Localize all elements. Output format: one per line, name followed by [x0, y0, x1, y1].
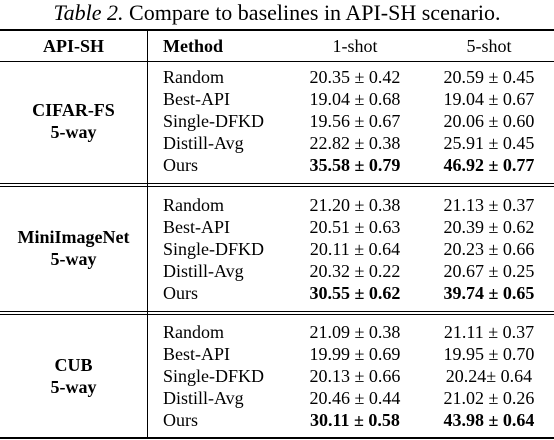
group-name: MiniImageNet [17, 227, 130, 247]
five-shot-cell: 20.67 ± 0.25 [443, 261, 535, 281]
method-cell: Distill-Avg [163, 133, 244, 153]
table-row: Random 21.09 ± 0.38 21.11 ± 0.37 [0, 321, 554, 343]
group-divider [0, 311, 554, 312]
table-row: Distill-Avg 20.46 ± 0.44 21.02 ± 0.26 [0, 387, 554, 409]
one-shot-cell: 21.20 ± 0.38 [309, 195, 401, 215]
table-row: Best-API 19.04 ± 0.68 19.04 ± 0.67 [0, 88, 554, 110]
one-shot-cell: 20.35 ± 0.42 [309, 67, 401, 87]
method-cell: Ours [163, 410, 198, 430]
group-cub-label: CUB 5-way [0, 354, 147, 398]
table-row: Distill-Avg 22.82 ± 0.38 25.91 ± 0.45 [0, 132, 554, 154]
group-ways: 5-way [50, 122, 97, 142]
method-cell: Distill-Avg [163, 388, 244, 408]
five-shot-cell: 21.02 ± 0.26 [443, 388, 535, 408]
one-shot-cell: 20.46 ± 0.44 [309, 388, 401, 408]
method-cell: Random [163, 67, 224, 87]
method-cell: Best-API [163, 217, 230, 237]
method-cell: Distill-Avg [163, 261, 244, 281]
five-shot-cell: 19.04 ± 0.67 [443, 89, 535, 109]
caption-label: Table 2. [53, 0, 124, 25]
one-shot-cell: 21.09 ± 0.38 [309, 322, 401, 342]
method-cell: Random [163, 322, 224, 342]
one-shot-cell: 20.13 ± 0.66 [309, 366, 401, 386]
method-cell: Ours [163, 283, 198, 303]
five-shot-cell: 19.95 ± 0.70 [443, 344, 535, 364]
one-shot-cell: 19.04 ± 0.68 [309, 89, 401, 109]
table-row: Single-DFKD 20.13 ± 0.66 20.24± 0.64 [0, 365, 554, 387]
column-separator [147, 30, 148, 439]
one-shot-cell: 30.11 ± 0.58 [310, 410, 400, 430]
method-cell: Best-API [163, 89, 230, 109]
group-miniimagenet-label: MiniImageNet 5-way [0, 226, 147, 270]
one-shot-cell: 35.58 ± 0.79 [309, 155, 401, 175]
method-cell: Single-DFKD [163, 366, 265, 386]
table-caption: Table 2. Compare to baselines in API-SH … [0, 0, 554, 30]
table-row: Single-DFKD 20.11 ± 0.64 20.23 ± 0.66 [0, 238, 554, 260]
method-cell: Ours [163, 155, 198, 175]
one-shot-cell: 20.32 ± 0.22 [309, 261, 401, 281]
five-shot-cell: 20.59 ± 0.45 [443, 67, 535, 87]
method-cell: Single-DFKD [163, 239, 265, 259]
header-5-shot: 5-shot [466, 36, 512, 56]
table-row-best: Ours 30.55 ± 0.62 39.74 ± 0.65 [0, 282, 554, 304]
table-row: Best-API 19.99 ± 0.69 19.95 ± 0.70 [0, 343, 554, 365]
group-ways: 5-way [50, 249, 97, 269]
one-shot-cell: 30.55 ± 0.62 [309, 283, 401, 303]
table-row: Random 21.20 ± 0.38 21.13 ± 0.37 [0, 194, 554, 216]
five-shot-cell: 43.98 ± 0.64 [443, 410, 535, 430]
caption-text: Compare to baselines in API-SH scenario. [129, 0, 501, 25]
group-name: CIFAR-FS [32, 100, 115, 120]
header-method: Method [163, 36, 223, 56]
header-1-shot: 1-shot [332, 36, 378, 56]
group-divider [0, 186, 554, 187]
one-shot-cell: 19.56 ± 0.67 [309, 111, 401, 131]
group-ways: 5-way [50, 377, 97, 397]
top-rule [0, 29, 554, 31]
method-cell: Single-DFKD [163, 111, 265, 131]
one-shot-cell: 20.11 ± 0.64 [309, 239, 401, 259]
table-row: Single-DFKD 19.56 ± 0.67 20.06 ± 0.60 [0, 110, 554, 132]
table-row: Distill-Avg 20.32 ± 0.22 20.67 ± 0.25 [0, 260, 554, 282]
one-shot-cell: 22.82 ± 0.38 [309, 133, 401, 153]
group-divider [0, 183, 554, 184]
five-shot-cell: 25.91 ± 0.45 [443, 133, 535, 153]
group-cifar-fs-label: CIFAR-FS 5-way [0, 99, 147, 143]
table-row-best: Ours 30.11 ± 0.58 43.98 ± 0.64 [0, 409, 554, 431]
header-group: API-SH [42, 36, 104, 56]
five-shot-cell: 20.06 ± 0.60 [443, 111, 535, 131]
group-name: CUB [54, 355, 93, 375]
bottom-rule [0, 437, 554, 439]
table-row-best: Ours 35.58 ± 0.79 46.92 ± 0.77 [0, 154, 554, 176]
table-row: Best-API 20.51 ± 0.63 20.39 ± 0.62 [0, 216, 554, 238]
group-divider [0, 314, 554, 315]
one-shot-cell: 19.99 ± 0.69 [309, 344, 401, 364]
header-rule [0, 61, 554, 62]
five-shot-cell: 39.74 ± 0.65 [443, 283, 535, 303]
table-row: Random 20.35 ± 0.42 20.59 ± 0.45 [0, 66, 554, 88]
method-cell: Best-API [163, 344, 230, 364]
five-shot-cell: 20.24± 0.64 [445, 366, 533, 386]
method-cell: Random [163, 195, 224, 215]
five-shot-cell: 46.92 ± 0.77 [443, 155, 535, 175]
one-shot-cell: 20.51 ± 0.63 [309, 217, 401, 237]
five-shot-cell: 21.11 ± 0.37 [443, 322, 535, 342]
five-shot-cell: 20.23 ± 0.66 [443, 239, 535, 259]
five-shot-cell: 21.13 ± 0.37 [443, 195, 535, 215]
five-shot-cell: 20.39 ± 0.62 [443, 217, 535, 237]
